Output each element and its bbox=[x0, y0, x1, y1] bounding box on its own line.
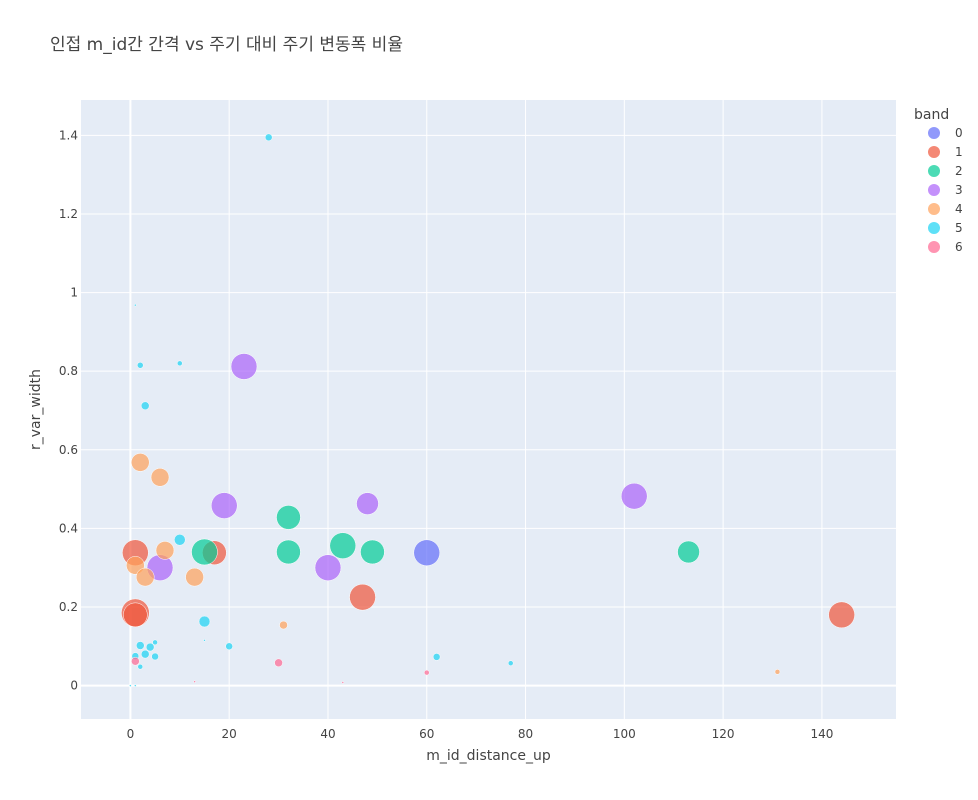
legend-item-band-2[interactable]: 2 bbox=[928, 164, 963, 178]
x-tick-label: 80 bbox=[518, 727, 533, 741]
legend-title: band bbox=[914, 107, 949, 123]
data-point[interactable] bbox=[131, 453, 150, 472]
data-point[interactable] bbox=[432, 653, 441, 661]
y-tick-label: 0 bbox=[70, 679, 78, 693]
y-tick-label: 0.2 bbox=[59, 600, 78, 614]
data-point[interactable] bbox=[137, 362, 144, 369]
data-point[interactable] bbox=[177, 360, 183, 367]
legend-label: 0 bbox=[955, 126, 963, 140]
legend-marker bbox=[928, 165, 940, 177]
data-point[interactable] bbox=[774, 669, 781, 675]
data-point[interactable] bbox=[828, 601, 855, 629]
data-point[interactable] bbox=[203, 639, 206, 642]
legend-marker bbox=[928, 184, 940, 196]
data-point[interactable] bbox=[140, 401, 150, 411]
legend-label: 5 bbox=[955, 221, 963, 235]
x-tick-label: 120 bbox=[712, 727, 735, 741]
data-point[interactable] bbox=[413, 539, 441, 567]
data-point[interactable] bbox=[329, 532, 357, 559]
data-point[interactable] bbox=[507, 660, 514, 666]
y-tick-label: 1.4 bbox=[59, 128, 78, 142]
data-point[interactable] bbox=[424, 669, 430, 676]
plot-area bbox=[81, 100, 896, 719]
series-band-4 bbox=[126, 453, 781, 675]
data-point[interactable] bbox=[134, 303, 137, 307]
legend-label: 2 bbox=[955, 164, 963, 178]
legend-label: 6 bbox=[955, 240, 963, 254]
legend-label: 3 bbox=[955, 183, 963, 197]
data-point[interactable] bbox=[123, 602, 148, 628]
data-point[interactable] bbox=[274, 658, 283, 668]
series-band-0 bbox=[413, 539, 441, 567]
data-point[interactable] bbox=[145, 642, 155, 652]
x-axis-title: m_id_distance_up bbox=[426, 748, 551, 764]
data-point[interactable] bbox=[276, 505, 301, 530]
chart-title: 인접 m_id간 간격 vs 주기 대비 주기 변동폭 비율 bbox=[50, 35, 403, 55]
data-point[interactable] bbox=[129, 684, 132, 687]
data-point[interactable] bbox=[137, 663, 144, 670]
legend-item-band-0[interactable]: 0 bbox=[928, 126, 963, 140]
legend[interactable]: band 0 1 2 3 4 5 6 bbox=[914, 107, 963, 254]
data-point[interactable] bbox=[349, 583, 376, 611]
x-axis-ticks: 0 20 40 60 80 100 120 140 bbox=[127, 727, 834, 741]
y-axis-ticks: 0 0.2 0.4 0.6 0.8 1 1.2 1.4 bbox=[59, 128, 78, 692]
data-point[interactable] bbox=[279, 620, 288, 630]
data-point[interactable] bbox=[185, 567, 204, 587]
x-tick-label: 20 bbox=[222, 727, 237, 741]
data-point[interactable] bbox=[225, 642, 233, 651]
data-point[interactable] bbox=[135, 567, 155, 587]
grid-lines bbox=[81, 100, 896, 719]
x-tick-label: 140 bbox=[810, 727, 833, 741]
y-tick-label: 1 bbox=[70, 286, 78, 300]
data-point[interactable] bbox=[620, 482, 648, 510]
series-band-6 bbox=[131, 656, 430, 684]
data-point[interactable] bbox=[140, 649, 150, 659]
legend-marker bbox=[928, 146, 940, 158]
data-point[interactable] bbox=[174, 534, 186, 546]
data-point[interactable] bbox=[134, 684, 137, 687]
data-point[interactable] bbox=[155, 541, 175, 560]
legend-marker bbox=[928, 241, 940, 253]
data-point[interactable] bbox=[193, 680, 196, 683]
legend-item-band-5[interactable]: 5 bbox=[928, 221, 963, 235]
legend-marker bbox=[928, 203, 940, 215]
x-tick-label: 0 bbox=[127, 727, 135, 741]
legend-marker bbox=[928, 127, 940, 139]
data-point[interactable] bbox=[198, 615, 211, 628]
series-band-2 bbox=[191, 505, 700, 566]
y-tick-label: 0.6 bbox=[59, 443, 78, 457]
y-tick-label: 0.8 bbox=[59, 364, 78, 378]
data-point[interactable] bbox=[131, 656, 140, 666]
data-point[interactable] bbox=[150, 468, 170, 487]
legend-item-band-4[interactable]: 4 bbox=[928, 202, 963, 216]
data-point[interactable] bbox=[210, 492, 238, 519]
x-tick-label: 100 bbox=[613, 727, 636, 741]
legend-item-band-3[interactable]: 3 bbox=[928, 183, 963, 197]
data-point[interactable] bbox=[191, 538, 218, 566]
data-point[interactable] bbox=[341, 681, 345, 684]
legend-label: 1 bbox=[955, 145, 963, 159]
data-point[interactable] bbox=[264, 133, 273, 142]
legend-item-band-1[interactable]: 1 bbox=[928, 145, 963, 159]
data-point[interactable] bbox=[151, 652, 159, 661]
legend-label: 4 bbox=[955, 202, 963, 216]
data-point[interactable] bbox=[677, 540, 700, 564]
data-point[interactable] bbox=[230, 353, 258, 380]
data-point[interactable] bbox=[136, 641, 145, 650]
legend-marker bbox=[928, 222, 940, 234]
data-point[interactable] bbox=[360, 539, 385, 565]
y-tick-label: 1.2 bbox=[59, 207, 78, 221]
y-tick-label: 0.4 bbox=[59, 521, 78, 535]
x-tick-label: 60 bbox=[419, 727, 434, 741]
legend-item-band-6[interactable]: 6 bbox=[928, 240, 963, 254]
series-band-5 bbox=[129, 133, 514, 687]
data-point[interactable] bbox=[276, 539, 301, 565]
data-point[interactable] bbox=[314, 554, 342, 581]
x-tick-label: 40 bbox=[320, 727, 335, 741]
data-points bbox=[121, 133, 855, 687]
data-point[interactable] bbox=[152, 639, 158, 646]
y-axis-title: r_var_width bbox=[28, 369, 44, 450]
data-point[interactable] bbox=[356, 492, 379, 515]
